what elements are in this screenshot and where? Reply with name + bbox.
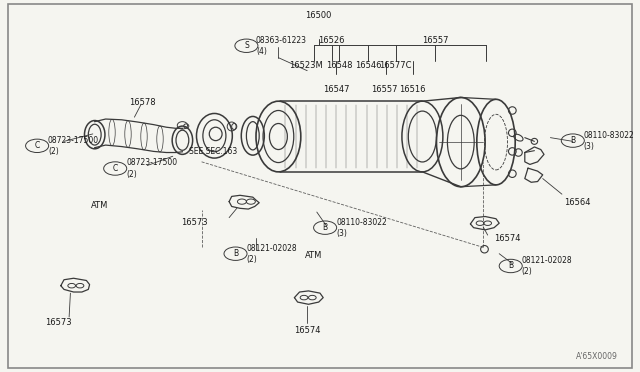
Text: 16577C: 16577C <box>380 61 412 70</box>
Circle shape <box>104 162 127 175</box>
Text: SEE SEC.163: SEE SEC.163 <box>189 147 237 156</box>
Text: B: B <box>323 223 328 232</box>
Text: A'65X0009: A'65X0009 <box>576 352 618 361</box>
Text: 16573: 16573 <box>181 218 208 227</box>
Text: (3): (3) <box>584 142 595 151</box>
Text: S: S <box>244 41 249 50</box>
Text: 16564: 16564 <box>564 198 591 207</box>
Text: ATM: ATM <box>305 251 323 260</box>
Text: 08723-17500: 08723-17500 <box>126 158 177 167</box>
Circle shape <box>26 139 49 153</box>
Text: 16516: 16516 <box>399 85 426 94</box>
Text: ATM: ATM <box>90 201 108 210</box>
Circle shape <box>314 221 337 234</box>
Text: 08121-02028: 08121-02028 <box>522 256 572 265</box>
Text: 16546: 16546 <box>355 61 381 70</box>
Text: 08110-83022: 08110-83022 <box>584 131 634 140</box>
Text: 16523M: 16523M <box>289 61 323 70</box>
Text: 16557: 16557 <box>371 85 397 94</box>
Text: (2): (2) <box>126 170 137 179</box>
Text: 16548: 16548 <box>326 61 353 70</box>
Text: 08110-83022: 08110-83022 <box>337 218 387 227</box>
Text: 16547: 16547 <box>323 85 349 94</box>
Text: 16557: 16557 <box>422 36 449 45</box>
Text: B: B <box>233 249 238 258</box>
Text: B: B <box>508 262 513 270</box>
Circle shape <box>224 247 247 260</box>
Text: (2): (2) <box>246 255 257 264</box>
Text: (2): (2) <box>522 267 532 276</box>
Text: 16500: 16500 <box>305 11 332 20</box>
Text: (3): (3) <box>337 229 348 238</box>
Circle shape <box>499 259 522 273</box>
Text: 08121-02028: 08121-02028 <box>246 244 297 253</box>
Text: 08363-61223: 08363-61223 <box>256 36 307 45</box>
Text: 16578: 16578 <box>129 98 156 107</box>
Text: C: C <box>113 164 118 173</box>
Circle shape <box>561 134 584 147</box>
Text: 16573: 16573 <box>45 318 72 327</box>
Text: (2): (2) <box>48 147 59 156</box>
Circle shape <box>235 39 258 52</box>
Text: (4): (4) <box>256 47 267 56</box>
Text: 08723-17500: 08723-17500 <box>48 136 99 145</box>
Text: C: C <box>35 141 40 150</box>
Text: 16526: 16526 <box>318 36 345 45</box>
Text: 16574: 16574 <box>494 234 520 243</box>
Text: 16574: 16574 <box>294 326 321 335</box>
Text: B: B <box>570 136 575 145</box>
